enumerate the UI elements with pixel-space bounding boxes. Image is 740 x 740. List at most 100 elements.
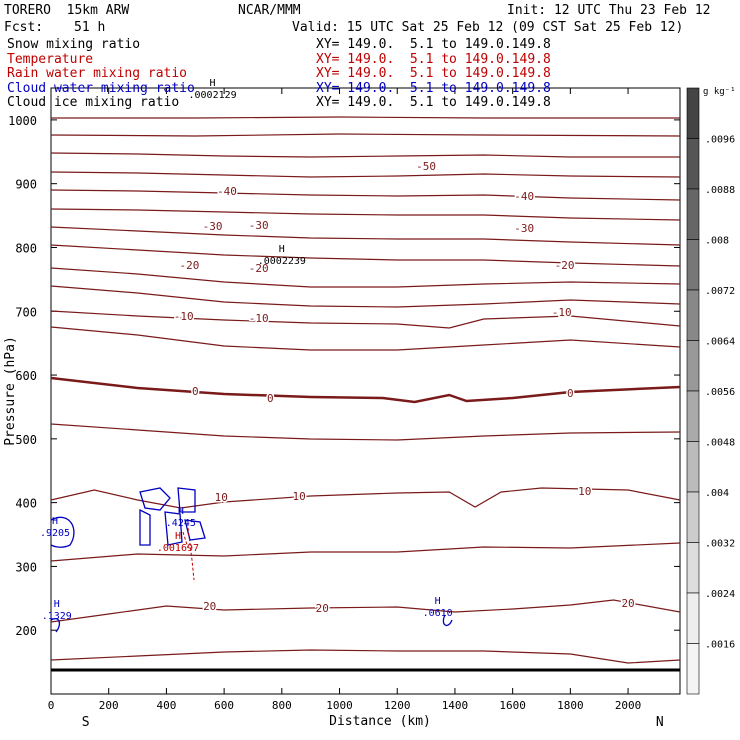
x-tick-label: 0 (48, 699, 55, 712)
field-name-cloud-water: Cloud water mixing ratio (7, 81, 195, 96)
colorbar-swatch (686, 592, 700, 644)
colorbar-swatch (686, 643, 700, 695)
cloud-water-contour (50, 516, 75, 548)
temperature-contour (50, 423, 681, 441)
model-title: TORERO 15km ARW (4, 3, 130, 18)
temperature-contour-label: -40 (514, 190, 534, 203)
temperature-contour (50, 376, 681, 404)
x-tick-label: 1800 (557, 699, 584, 712)
colorbar-label: .0064 (705, 337, 735, 348)
colorbar-label: .0016 (705, 640, 735, 651)
south-label: S (82, 715, 90, 730)
field-name-rain: Rain water mixing ratio (7, 66, 188, 81)
field-name-temperature: Temperature (7, 52, 94, 67)
org-label: NCAR/MMM (238, 3, 301, 18)
temperature-contour-label: -40 (217, 185, 237, 198)
maximum-marker: H (54, 599, 60, 610)
field-name-cloud-ice: Cloud ice mixing ratio (7, 95, 180, 110)
cloud-water-contour (442, 614, 453, 627)
x-tick-label: 600 (214, 699, 234, 712)
x-tick-label: 2000 (615, 699, 642, 712)
temperature-contour (50, 487, 681, 509)
colorbar-label: .0024 (705, 589, 735, 600)
colorbar-swatch (686, 491, 700, 543)
colorbar-swatch (686, 289, 700, 341)
y-tick-label: 800 (15, 241, 37, 255)
plot-frame (50, 87, 681, 695)
maximum-value: .9205 (40, 528, 70, 539)
maximum-marker: H (175, 531, 181, 542)
colorbar-label: .008 (705, 236, 729, 247)
north-label: N (656, 715, 664, 730)
valid-time: Valid: 15 UTC Sat 25 Feb 12 (09 CST Sat … (292, 20, 684, 35)
temperature-contour-label: 20 (621, 597, 634, 610)
colorbar-label: .004 (705, 488, 729, 499)
temperature-contour (51, 116, 680, 119)
x-axis-label: Distance (km) (329, 714, 431, 729)
temperature-contour-label: -10 (174, 310, 194, 323)
temperature-contour (50, 649, 681, 664)
colorbar-label: .0072 (705, 286, 735, 297)
maximum-marker: H (210, 78, 216, 89)
temperature-contour (50, 208, 681, 221)
field-xy-snow: XY= 149.0. 5.1 to 149.0.149.8 (316, 37, 551, 52)
y-tick-label: 200 (15, 624, 37, 638)
colorbar-swatch (686, 542, 700, 594)
y-axis-label: Pressure (hPa) (3, 336, 18, 446)
y-tick-label: 600 (15, 369, 37, 383)
y-tick-label: 500 (15, 433, 37, 447)
maximum-value: .4245 (166, 518, 196, 529)
maximum-marker: H (435, 596, 441, 607)
temperature-contour (50, 326, 681, 351)
colorbar-label: .0096 (705, 135, 735, 146)
y-tick-label: 700 (15, 305, 37, 319)
temperature-contour-label: -30 (249, 219, 269, 232)
maximum-value: .0002239 (258, 256, 306, 267)
maximum-value: .0002129 (188, 90, 236, 101)
x-tick-label: 1600 (499, 699, 526, 712)
temperature-contour-label: 10 (215, 491, 228, 504)
temperature-contour (50, 171, 681, 178)
maximum-value: .1329 (42, 611, 72, 622)
cloud-water-contour (50, 618, 61, 633)
field-xy-rain: XY= 149.0. 5.1 to 149.0.149.8 (316, 66, 551, 81)
y-tick-label: 400 (15, 497, 37, 511)
colorbar-label: .0048 (705, 438, 735, 449)
maximum-marker: H (178, 506, 184, 517)
colorbar-swatch (686, 441, 700, 493)
y-tick-label: 300 (15, 560, 37, 574)
temperature-contour (50, 226, 681, 246)
colorbar-swatch (686, 188, 700, 240)
colorbar-label: .0032 (705, 539, 735, 550)
temperature-contour (50, 152, 680, 158)
init-time: Init: 12 UTC Thu 23 Feb 12 (507, 3, 711, 18)
fcst-value: 51 h (74, 20, 106, 35)
temperature-contour (50, 189, 681, 201)
field-xy-temperature: XY= 149.0. 5.1 to 149.0.149.8 (316, 52, 551, 67)
fcst-label: Fcst: (4, 20, 44, 35)
maximum-value: .001697 (157, 543, 199, 554)
temperature-contour-label: -30 (514, 222, 534, 235)
temperature-contour-label: -10 (552, 306, 572, 319)
rain-contour (182, 527, 195, 581)
y-tick-label: 1000 (8, 114, 37, 128)
temperature-contour-label: -20 (180, 259, 200, 272)
x-tick-label: 1400 (442, 699, 469, 712)
maximum-marker: H (52, 516, 58, 527)
colorbar-label: .0056 (705, 387, 735, 398)
colorbar-swatch (686, 239, 700, 291)
colorbar-swatch (686, 390, 700, 442)
temperature-contour-label: 10 (293, 490, 306, 503)
temperature-contour (50, 542, 681, 562)
colorbar-unit: g kg⁻¹ (703, 87, 736, 97)
field-xy-cloud-ice: XY= 149.0. 5.1 to 149.0.149.8 (316, 95, 551, 110)
temperature-contour-label: 10 (578, 485, 591, 498)
temperature-contour-label: -10 (249, 312, 269, 325)
temperature-contour-label: -50 (416, 160, 436, 173)
x-tick-label: 800 (272, 699, 292, 712)
colorbar-label: .0088 (705, 185, 735, 196)
temperature-contour-label: -20 (555, 259, 575, 272)
temperature-contour (50, 267, 681, 288)
temperature-contour-label: 20 (203, 600, 216, 613)
